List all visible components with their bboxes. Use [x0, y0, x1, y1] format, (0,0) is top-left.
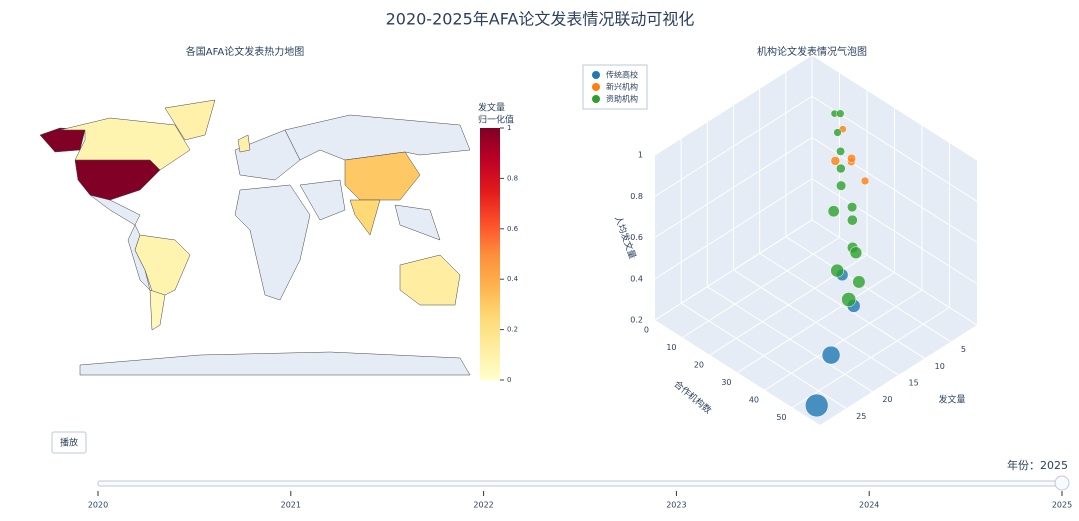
y-tick-label: 10 — [666, 343, 676, 352]
grid-line — [792, 307, 950, 408]
grid-line — [654, 219, 813, 321]
slider-tick-label[interactable]: 2023 — [666, 501, 686, 510]
grid-line — [654, 178, 813, 280]
bubble — [852, 275, 866, 289]
bubble — [836, 163, 846, 174]
bubble — [836, 146, 846, 156]
colorbar-title: 发文量 — [478, 102, 505, 114]
grid-line — [811, 219, 978, 326]
colorbar-title: 归一化值 — [478, 114, 514, 126]
x-tick-label: 25 — [856, 412, 866, 421]
play-button[interactable]: 播放 — [51, 431, 87, 454]
slider-prefix: 年份： — [1007, 458, 1040, 472]
y-tick-label: 30 — [721, 378, 731, 387]
country-no-data — [299, 179, 346, 221]
x-tick-label: 10 — [935, 362, 945, 371]
country-no-data — [234, 184, 311, 301]
country — [59, 117, 191, 171]
bubble — [830, 263, 845, 278]
x-axis-label: 发文量 — [939, 394, 966, 406]
country-no-data — [89, 194, 141, 226]
country — [349, 199, 381, 236]
slider-tick-label[interactable]: 2025 — [1052, 501, 1072, 510]
grid-line — [811, 54, 978, 161]
country-no-data — [284, 114, 471, 161]
colorbar-tick-label: 0 — [507, 376, 511, 384]
x-tick-label: 5 — [961, 345, 966, 354]
slider-tick-label[interactable]: 2022 — [473, 501, 493, 510]
colorbar — [480, 128, 500, 380]
grid-line — [764, 289, 923, 391]
bubble — [847, 202, 858, 213]
country — [237, 134, 251, 153]
country — [344, 151, 421, 201]
bubble-title: 机构论文发表情况气泡图 — [757, 45, 867, 58]
legend-marker — [592, 83, 600, 91]
grid-line — [682, 237, 840, 338]
grid-line — [737, 272, 895, 373]
bubble — [830, 156, 841, 166]
bubble — [847, 153, 857, 163]
play-button-label[interactable]: 播放 — [60, 437, 78, 449]
legend-label[interactable]: 传统高校 — [606, 70, 638, 80]
country — [149, 289, 166, 331]
x-tick-label: 20 — [882, 395, 892, 404]
z-tick-label: 0.2 — [630, 316, 643, 325]
bubble — [849, 246, 863, 259]
y-tick-label: 50 — [776, 413, 786, 422]
bubble — [805, 393, 829, 418]
y-tick-label: 0 — [644, 326, 649, 335]
legend-marker — [592, 71, 600, 79]
colorbar-tick-label: 0.8 — [507, 174, 518, 182]
grid-line — [811, 178, 978, 285]
colorbar-tick-label: 0.4 — [507, 275, 519, 283]
page-title: 2020-2025年AFA论文发表情况联动可视化 — [386, 10, 695, 29]
z-tick-label: 0.4 — [630, 274, 643, 283]
colorbar-tick-label: 0.2 — [507, 326, 518, 334]
legend-marker — [592, 95, 600, 103]
bubble — [836, 180, 847, 191]
y-tick-label: 40 — [749, 396, 759, 405]
grid-line — [654, 95, 813, 197]
z-tick-label: 1 — [638, 151, 643, 160]
bubble — [841, 292, 857, 307]
bubble — [860, 176, 870, 186]
country-no-data — [394, 204, 441, 241]
bubble — [836, 109, 845, 118]
bubble — [847, 214, 858, 226]
colorbar-tick-label: 0.6 — [507, 225, 519, 233]
colorbar-tick-label: 1 — [507, 124, 511, 132]
grid-line — [654, 137, 813, 238]
x-tick-label: 15 — [909, 379, 919, 388]
legend-label[interactable]: 资助机构 — [606, 94, 638, 104]
bubble — [821, 345, 841, 365]
slider-tick-label[interactable]: 2021 — [281, 501, 301, 510]
y-tick-label: 20 — [694, 361, 704, 370]
country — [399, 254, 461, 306]
z-tick-label: 0.6 — [630, 233, 643, 242]
country-no-data — [79, 351, 471, 376]
map-title: 各国AFA论文发表热力地图 — [186, 45, 305, 58]
country-no-data — [234, 129, 301, 181]
slider-label: 年份：2025 — [1007, 458, 1068, 472]
slider-handle[interactable] — [1054, 475, 1070, 491]
slider-value: 2025 — [1040, 459, 1068, 472]
bubble — [827, 205, 840, 218]
y-axis-label: 合作机构数 — [672, 378, 714, 416]
bubble — [833, 128, 842, 137]
grid-line — [654, 54, 813, 156]
z-tick-label: 0.8 — [630, 192, 643, 201]
slider-tick-label[interactable]: 2020 — [88, 501, 108, 510]
slider-track[interactable] — [97, 480, 1063, 487]
slider-tick-label[interactable]: 2024 — [859, 501, 879, 510]
play-button-box[interactable] — [51, 431, 87, 454]
legend-label[interactable]: 新兴机构 — [606, 82, 638, 92]
country — [164, 99, 216, 141]
